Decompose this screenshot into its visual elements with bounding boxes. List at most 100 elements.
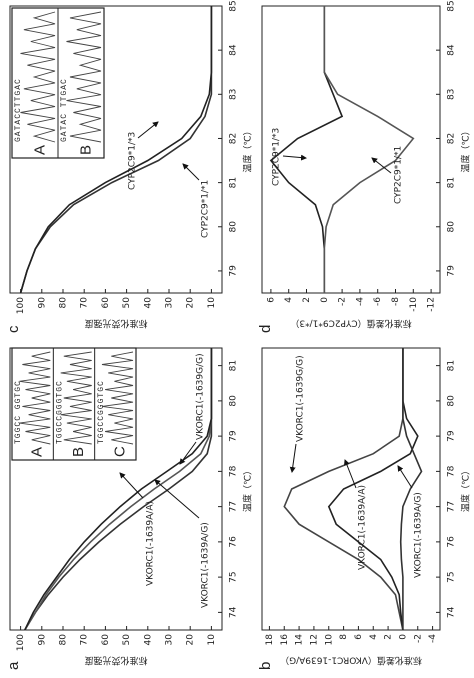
x-tick-label: 82 (229, 133, 239, 144)
arrow (282, 154, 307, 161)
x-tick-label: 76 (229, 536, 239, 548)
arrow (289, 443, 297, 473)
y-tick-label: 70 (80, 297, 90, 309)
panel-label: d (257, 325, 274, 333)
y-tick-label: -10 (409, 297, 419, 312)
x-tick-label: 84 (447, 44, 457, 56)
melt-curve (269, 6, 344, 293)
arrow (397, 465, 413, 489)
arrow (119, 472, 144, 499)
x-tick-label: 81 (229, 360, 239, 371)
annotation: VKORC1(-1639G/G) (296, 355, 306, 442)
inset-bases: TGGCCGGGTGC (97, 380, 106, 444)
x-tick-label: 80 (447, 221, 457, 233)
y-axis-title: 标准化差值（VKORC1-1639A/G） (280, 655, 422, 667)
plot-frame (261, 347, 441, 631)
y-tick-label: 0 (320, 297, 330, 303)
y-tick-label: 60 (101, 634, 111, 646)
y-tick-label: 20 (186, 634, 196, 646)
y-tick-label: 90 (37, 297, 47, 309)
y-tick-label: 10 (207, 634, 217, 646)
annotation: CYP2C9*1/*3 (128, 132, 138, 190)
x-tick-label: 75 (229, 571, 239, 582)
x-tick-label: 81 (229, 177, 239, 188)
x-tick-label: 80 (447, 395, 457, 407)
melt-curve (327, 348, 419, 631)
inset-bases: GATACCTTGAC (14, 78, 23, 142)
y-tick-label: 30 (165, 634, 175, 646)
x-tick-label: 81 (447, 177, 457, 188)
chromatogram-trace (60, 351, 92, 445)
y-tick-label: 12 (309, 634, 319, 645)
inset-bases: GATAC TTGAC (60, 78, 69, 142)
x-tick-label: 82 (447, 133, 457, 144)
inset-row-label: C (111, 446, 128, 457)
chromatogram-trace (20, 11, 56, 143)
inset-row-label: A (29, 447, 46, 457)
plot-frame (261, 5, 441, 294)
x-axis-title: 温度（℃） (242, 126, 254, 172)
x-tick-label: 79 (229, 430, 239, 442)
chromatogram-trace (19, 351, 51, 445)
y-tick-label: 100 (16, 297, 26, 314)
y-tick-label: -2 (338, 297, 348, 306)
arrow (344, 459, 357, 489)
arrow (137, 121, 159, 139)
y-tick-label: -2 (413, 634, 423, 643)
y-tick-label: 14 (295, 634, 305, 646)
y-tick-label: 16 (280, 634, 290, 646)
arrow (179, 441, 197, 465)
annotation: CYP2C9*1/*1 (201, 180, 211, 238)
y-tick-label: 0 (398, 634, 408, 640)
x-tick-label: 85 (229, 0, 239, 11)
y-tick-label: 4 (284, 297, 294, 303)
x-axis-title: 温度（℃） (242, 466, 254, 512)
x-tick-label: 85 (447, 0, 457, 11)
melt-curve (19, 6, 213, 294)
inset-row-label: B (70, 447, 87, 457)
panel-label: a (5, 661, 22, 670)
x-tick-label: 76 (447, 536, 457, 548)
x-tick-label: 74 (229, 606, 239, 618)
x-axis-title: 温度（℃） (460, 126, 472, 172)
y-tick-label: -4 (428, 634, 438, 643)
y-tick-label: -8 (391, 297, 401, 306)
y-tick-label: 2 (302, 297, 312, 303)
annotation: VKORC1(-1639A/A) (358, 485, 368, 570)
y-tick-label: 6 (354, 634, 364, 640)
x-tick-label: 79 (229, 265, 239, 277)
melt-curve (323, 6, 415, 293)
y-tick-label: 60 (101, 297, 111, 309)
y-tick-label: 80 (59, 297, 69, 309)
x-tick-label: 77 (447, 501, 457, 512)
y-tick-label: 100 (16, 634, 26, 651)
y-tick-label: 70 (80, 634, 90, 646)
y-axis-title: 标准化差值（CYP2C9*1/*3） (290, 318, 411, 330)
annotation: VKORC1(-1639A/G) (201, 522, 211, 608)
y-tick-label: 30 (165, 297, 175, 309)
panel-label: b (257, 662, 274, 670)
y-tick-label: 40 (143, 634, 153, 646)
annotation: CYP2C9*1/*1 (394, 146, 404, 204)
x-tick-label: 83 (229, 89, 239, 100)
arrow (371, 157, 392, 174)
y-tick-label: 80 (59, 634, 69, 646)
y-tick-label: 8 (339, 634, 349, 640)
y-axis-title: 标准化荧光强度 (84, 655, 147, 667)
inset-bases: TGGCCGGGTGC (55, 380, 64, 444)
x-tick-label: 81 (447, 360, 457, 371)
y-tick-label: -12 (427, 297, 437, 312)
y-axis-title: 标准化荧光强度 (84, 318, 147, 330)
y-tick-label: 10 (324, 634, 334, 646)
x-tick-label: 80 (229, 395, 239, 407)
y-tick-label: 18 (265, 634, 275, 646)
x-tick-label: 77 (229, 501, 239, 512)
arrow (182, 163, 200, 181)
plot-frame (9, 5, 223, 294)
x-tick-label: 78 (229, 465, 239, 477)
inset-row-label: B (77, 145, 94, 155)
x-tick-label: 84 (229, 44, 239, 56)
